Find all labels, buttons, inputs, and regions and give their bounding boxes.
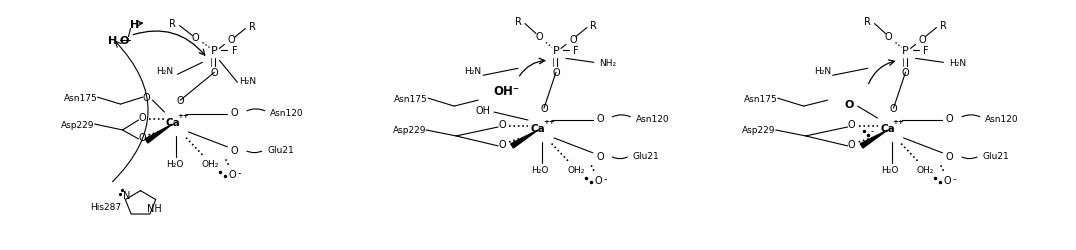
Text: O: O — [902, 68, 909, 78]
Text: O: O — [143, 93, 151, 103]
Text: -: - — [604, 173, 607, 183]
Text: Glu21: Glu21 — [633, 152, 660, 161]
Text: O: O — [946, 114, 953, 124]
Text: O: O — [228, 35, 236, 45]
Text: O: O — [230, 108, 238, 118]
Text: ++: ++ — [178, 112, 189, 118]
Text: R: R — [249, 22, 256, 32]
Text: O: O — [848, 139, 855, 149]
Text: O: O — [228, 169, 237, 179]
Text: O: O — [596, 114, 604, 124]
Text: Asp229: Asp229 — [742, 126, 776, 135]
Text: OH₂: OH₂ — [567, 166, 584, 174]
Text: H₂O: H₂O — [166, 160, 183, 168]
Text: NH₂: NH₂ — [599, 58, 617, 68]
Text: OH⁻: OH⁻ — [493, 84, 519, 97]
Text: O: O — [884, 32, 892, 42]
Text: O: O — [139, 112, 146, 122]
Text: H₂O: H₂O — [532, 166, 549, 174]
Text: His287: His287 — [90, 202, 122, 211]
Text: OH₂: OH₂ — [201, 160, 220, 168]
Text: O: O — [594, 175, 601, 185]
Text: F: F — [231, 46, 237, 56]
Text: O: O — [569, 35, 577, 45]
Text: H₂N: H₂N — [815, 66, 831, 76]
Text: Ca: Ca — [530, 124, 546, 134]
Text: O: O — [552, 68, 560, 78]
Text: R: R — [864, 16, 870, 26]
Text: -: - — [238, 167, 241, 177]
Text: Asn120: Asn120 — [270, 108, 305, 117]
Text: Ca: Ca — [880, 124, 895, 134]
Polygon shape — [511, 130, 538, 148]
Text: R: R — [514, 16, 522, 26]
Text: Glu21: Glu21 — [267, 146, 294, 155]
Text: P: P — [902, 46, 909, 56]
Text: O: O — [498, 120, 506, 130]
Text: O: O — [535, 32, 542, 42]
Text: OH₂: OH₂ — [917, 166, 934, 174]
Text: O: O — [192, 33, 199, 43]
Text: O: O — [845, 100, 854, 110]
Text: R: R — [940, 20, 947, 30]
Text: O: O — [139, 132, 146, 142]
Text: Asp229: Asp229 — [393, 126, 426, 135]
Polygon shape — [145, 124, 172, 144]
Text: O: O — [176, 96, 184, 106]
Text: O: O — [119, 36, 129, 46]
Text: H₂O: H₂O — [881, 166, 898, 174]
Text: H₂N: H₂N — [156, 66, 173, 76]
Text: H: H — [130, 20, 139, 30]
Text: Asn120: Asn120 — [986, 114, 1019, 123]
Text: Asn175: Asn175 — [744, 94, 778, 103]
Text: O: O — [211, 68, 218, 78]
Text: O: O — [540, 104, 548, 114]
Text: ++: ++ — [543, 118, 555, 124]
Text: H₂N: H₂N — [949, 58, 966, 68]
Polygon shape — [861, 130, 888, 148]
Text: OH: OH — [476, 106, 491, 116]
Text: F: F — [574, 46, 579, 56]
Text: O: O — [230, 145, 238, 155]
Text: O: O — [890, 104, 897, 114]
Text: Asn120: Asn120 — [636, 114, 669, 123]
Text: NH: NH — [147, 203, 161, 213]
Text: ++: ++ — [893, 118, 905, 124]
Text: O: O — [498, 139, 506, 149]
Text: P: P — [553, 46, 560, 56]
Text: H₂N: H₂N — [239, 76, 256, 86]
Text: Asn175: Asn175 — [63, 93, 98, 102]
Text: R: R — [591, 20, 597, 30]
Text: F: F — [923, 46, 929, 56]
Text: H: H — [108, 36, 117, 46]
Text: O: O — [944, 175, 951, 185]
Text: P: P — [211, 46, 217, 56]
Text: Asn175: Asn175 — [395, 94, 428, 103]
Text: O: O — [848, 120, 855, 130]
Text: R: R — [169, 18, 175, 28]
Text: Ca: Ca — [165, 118, 180, 128]
Text: O: O — [919, 35, 926, 45]
Text: H₂N: H₂N — [465, 66, 482, 76]
Text: Glu21: Glu21 — [982, 152, 1009, 161]
Text: O: O — [946, 151, 953, 161]
Text: N: N — [123, 190, 130, 200]
Text: O: O — [596, 151, 604, 161]
Text: -: - — [952, 173, 957, 183]
Text: -: - — [872, 127, 874, 136]
Text: Asp229: Asp229 — [61, 120, 95, 129]
